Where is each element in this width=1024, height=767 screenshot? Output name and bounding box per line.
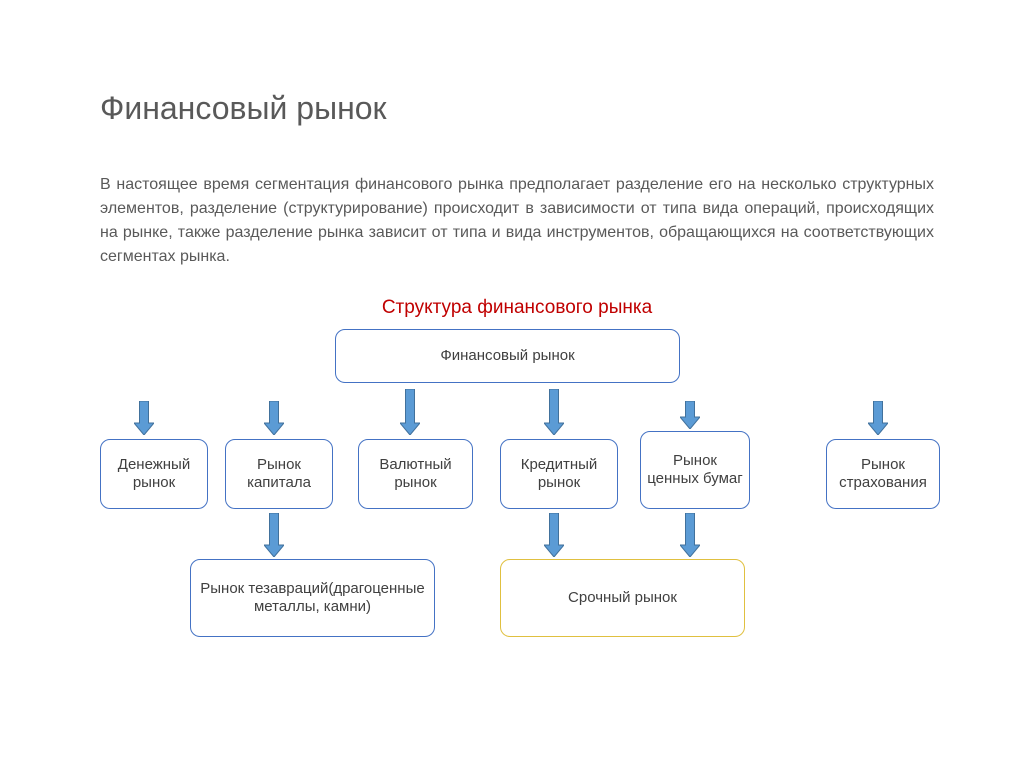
node-label: Срочный рынок: [568, 589, 677, 607]
arrow-root-to-fx: [400, 389, 420, 435]
node-label: Финансовый рынок: [440, 347, 574, 365]
node-money: Денежный рынок: [100, 439, 208, 509]
arrow-sec-to-deriv: [680, 513, 700, 557]
node-cap: Рынок капитала: [225, 439, 333, 509]
page-title: Финансовый рынок: [100, 90, 934, 127]
node-credit: Кредитный рынок: [500, 439, 618, 509]
arrow-cap-to-thes: [264, 513, 284, 557]
node-label: Денежный рынок: [107, 456, 201, 492]
node-label: Рынок страхования: [833, 456, 933, 492]
node-sec: Рынок ценных бумаг: [640, 431, 750, 509]
arrow-root-to-sec: [680, 401, 700, 429]
org-chart: Финансовый рынок Денежный рынок Рынок капи…: [100, 329, 940, 659]
arrow-root-to-ins: [868, 401, 888, 435]
node-root: Финансовый рынок: [335, 329, 680, 383]
arrow-credit-to-deriv: [544, 513, 564, 557]
slide-page: Финансовый рынок В настоящее время сегме…: [0, 0, 1024, 767]
node-label: Рынок капитала: [232, 456, 326, 492]
arrow-root-to-credit: [544, 389, 564, 435]
node-label: Рынок тезавраций(драгоценные металлы, ка…: [197, 580, 428, 616]
node-deriv: Срочный рынок: [500, 559, 745, 637]
node-thes: Рынок тезавраций(драгоценные металлы, ка…: [190, 559, 435, 637]
arrow-root-to-money: [134, 401, 154, 435]
node-ins: Рынок страхования: [826, 439, 940, 509]
node-label: Кредитный рынок: [507, 456, 611, 492]
node-label: Валютный рынок: [365, 456, 466, 492]
node-label: Рынок ценных бумаг: [647, 452, 743, 488]
chart-title: Структура финансового рынка: [100, 297, 934, 319]
intro-paragraph: В настоящее время сегментация финансовог…: [100, 173, 934, 269]
node-fx: Валютный рынок: [358, 439, 473, 509]
arrow-root-to-cap: [264, 401, 284, 435]
